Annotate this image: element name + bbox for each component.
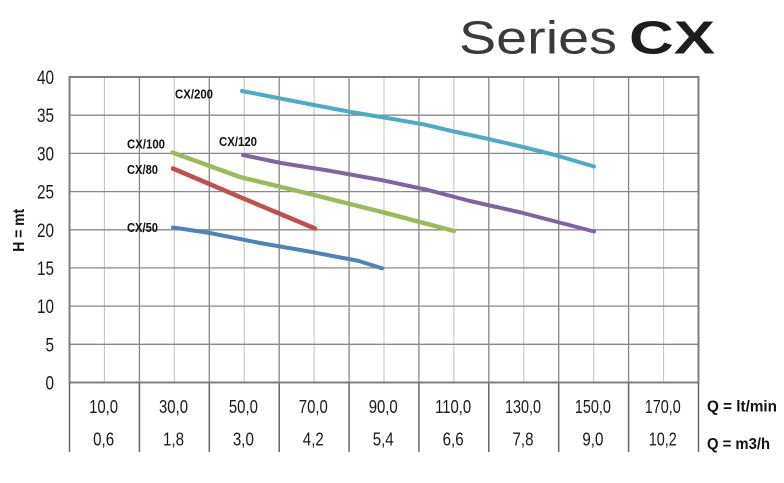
svg-text:10,0: 10,0: [89, 397, 118, 417]
svg-text:7,8: 7,8: [513, 430, 534, 450]
svg-text:35: 35: [37, 105, 54, 127]
svg-text:Q = lt/min: Q = lt/min: [707, 399, 777, 416]
svg-text:Q = m3/h: Q = m3/h: [707, 436, 770, 453]
svg-text:5: 5: [46, 334, 55, 356]
svg-text:30,0: 30,0: [159, 397, 188, 417]
svg-text:3,0: 3,0: [233, 430, 254, 450]
svg-text:90,0: 90,0: [369, 397, 398, 417]
svg-text:110,0: 110,0: [435, 397, 471, 417]
svg-text:Series: Series: [459, 12, 617, 64]
svg-text:25: 25: [37, 182, 54, 204]
svg-text:30: 30: [37, 143, 54, 165]
svg-text:0: 0: [46, 373, 55, 395]
svg-text:10,2: 10,2: [649, 430, 677, 450]
svg-text:1,8: 1,8: [163, 430, 184, 450]
svg-text:CX: CX: [629, 12, 715, 64]
svg-text:70,0: 70,0: [299, 397, 328, 417]
svg-text:50,0: 50,0: [229, 397, 258, 417]
svg-text:5,4: 5,4: [373, 430, 394, 450]
svg-text:H = mt: H = mt: [11, 208, 28, 252]
svg-text:CX/100: CX/100: [127, 137, 165, 152]
svg-text:9,0: 9,0: [582, 430, 603, 450]
svg-text:130,0: 130,0: [505, 397, 541, 417]
svg-text:CX/80: CX/80: [127, 162, 158, 177]
svg-text:40: 40: [37, 67, 54, 89]
svg-text:CX/120: CX/120: [219, 134, 257, 149]
svg-text:CX/50: CX/50: [127, 220, 158, 235]
svg-text:CX/200: CX/200: [175, 87, 213, 102]
svg-text:10: 10: [37, 296, 54, 318]
svg-text:6,6: 6,6: [443, 430, 464, 450]
svg-text:20: 20: [37, 220, 54, 242]
svg-text:15: 15: [37, 258, 54, 280]
svg-text:170,0: 170,0: [645, 397, 681, 417]
svg-text:4,2: 4,2: [303, 430, 324, 450]
svg-text:0,6: 0,6: [93, 430, 114, 450]
svg-text:150,0: 150,0: [575, 397, 611, 417]
